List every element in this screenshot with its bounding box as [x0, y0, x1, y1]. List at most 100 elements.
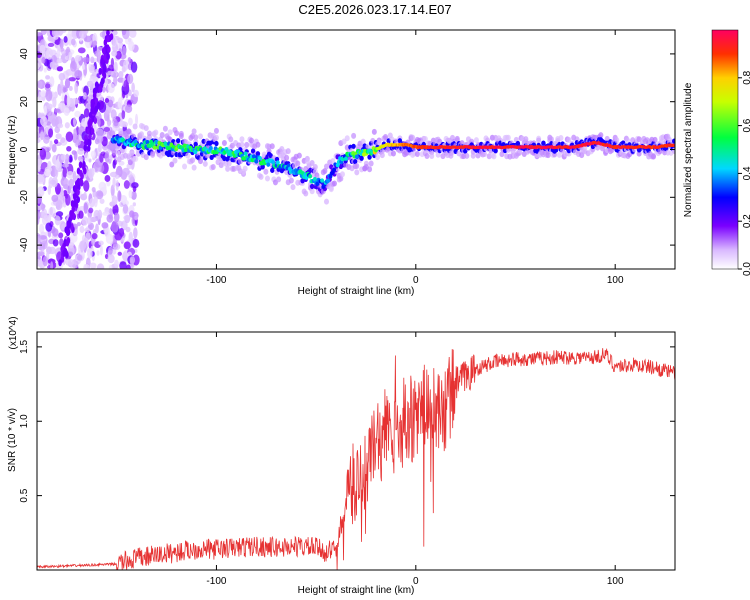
spectrogram-cell: [96, 250, 100, 256]
spectrogram-cell: [125, 226, 131, 233]
spectrogram-cell: [312, 176, 317, 182]
spectrogram-cell: [123, 241, 131, 250]
spectrogram-cell: [60, 52, 69, 64]
spectrogram-cell: [68, 178, 74, 189]
spectrogram-cell: [185, 152, 191, 159]
spectrogram-cell: [367, 166, 373, 173]
spectrogram-cell: [63, 107, 70, 116]
colorbar-tick-label: 0.4: [742, 166, 750, 180]
spectrogram-cell: [249, 137, 255, 144]
spectrogram-cell: [113, 212, 120, 223]
spectrogram-cell: [68, 85, 73, 92]
spectrogram-cell: [127, 73, 134, 85]
spectrogram-cell: [66, 146, 72, 152]
spectrogram-cell: [52, 96, 57, 108]
spectrogram-cell: [62, 249, 66, 257]
spectrogram-cell: [123, 79, 130, 92]
spectrogram-cell: [145, 139, 150, 145]
spectrogram-cell: [344, 156, 349, 161]
spectrogram-cell: [548, 136, 554, 143]
spectrogram-cell: [39, 223, 45, 234]
spectrogram-cell: [159, 131, 165, 138]
spectrogram-cell: [87, 89, 95, 96]
spectrogram-cell: [122, 45, 127, 57]
spectrogram-cell: [285, 148, 291, 155]
spectrogram-cell: [37, 258, 41, 267]
spectrogram-cell: [106, 214, 114, 223]
spectrogram-cell: [424, 152, 430, 159]
spectrogram-cell: [79, 30, 87, 39]
spectrogram-cell: [112, 159, 116, 169]
spectrogram-cell: [94, 138, 100, 145]
colorbar-tick-label: 0.6: [742, 118, 750, 132]
spectrogram-cell: [115, 179, 119, 191]
spectrogram-cell: [128, 190, 133, 199]
spectrogram-cell: [410, 134, 416, 141]
spectrogram-cell: [614, 137, 620, 144]
spectrogram-cell: [132, 254, 140, 266]
spectrogram-cell: [331, 180, 337, 187]
spectrogram-cell: [102, 30, 106, 40]
spectrogram-cell: [117, 37, 124, 44]
spectrogram-cell: [43, 105, 48, 116]
spectrogram-cell: [344, 135, 350, 142]
spectrogram-cell: [225, 156, 230, 162]
spectrogram-cell: [66, 95, 71, 108]
spectrogram-cell: [225, 165, 231, 172]
spectrogram-cell: [58, 259, 62, 267]
spectrogram-y-tick-label: -40: [19, 237, 30, 252]
spectrogram-cell: [44, 146, 51, 152]
spectrogram-cell: [153, 129, 159, 136]
spectrogram-cell: [87, 138, 92, 146]
spectrogram-cell: [98, 67, 103, 75]
spectrogram-cell: [121, 109, 126, 120]
spectrogram-cell: [228, 136, 234, 143]
spectrogram-cell: [110, 109, 117, 120]
spectrogram-cell: [130, 61, 138, 73]
spectrogram-cell: [53, 30, 60, 36]
spectrogram-cell: [133, 89, 139, 98]
spectrogram-x-tick-label: 0: [413, 275, 419, 286]
spectrogram-cell: [558, 134, 564, 141]
spectrogram-cell: [91, 232, 98, 240]
spectrogram-cell: [45, 222, 53, 232]
spectrogram-cell: [74, 69, 83, 79]
spectrogram-cell: [178, 132, 184, 139]
spectrogram-cell: [37, 80, 43, 89]
spectrogram-cell: [51, 54, 57, 63]
spectrogram-cell: [86, 80, 94, 88]
spectrogram-cell: [414, 151, 420, 158]
spectrogram-cell: [375, 154, 381, 161]
spectrogram-x-axis-title: Height of straight line (km): [298, 286, 415, 297]
spectrogram-cell: [60, 154, 67, 161]
spectrogram-cell: [69, 61, 77, 72]
spectrogram-cell: [62, 166, 67, 179]
spectrogram-cell: [209, 154, 214, 161]
spectrogram-cell: [40, 203, 45, 212]
spectrogram-cell: [89, 66, 95, 74]
spectrogram-cell: [79, 240, 87, 251]
spectrogram-cell: [78, 210, 84, 219]
colorbar-tick-label: 0.0: [742, 262, 750, 276]
spectrogram-cell: [288, 177, 294, 184]
spectrogram-cell: [359, 155, 364, 161]
spectrogram-cell: [51, 194, 59, 203]
spectrogram-cell: [72, 193, 77, 201]
spectrogram-cell: [174, 130, 180, 137]
spectrogram-cell: [183, 147, 188, 153]
spectrogram-cell: [37, 32, 42, 37]
spectrogram-cell: [72, 200, 77, 208]
spectrogram-cell: [72, 213, 77, 221]
spectrogram-cell: [128, 89, 132, 97]
spectrogram-cell: [146, 130, 152, 137]
spectrogram-cell: [65, 229, 70, 237]
spectrogram-cell: [367, 154, 372, 160]
spectrogram-cell: [323, 163, 329, 170]
spectrogram-cell: [104, 98, 110, 104]
spectrogram-cell: [51, 144, 57, 153]
spectrogram-cell: [75, 139, 81, 146]
spectrogram-cell: [63, 36, 68, 43]
spectrogram-cell: [81, 216, 89, 226]
spectrogram-cell: [107, 70, 114, 76]
spectrogram-cell: [56, 58, 63, 64]
